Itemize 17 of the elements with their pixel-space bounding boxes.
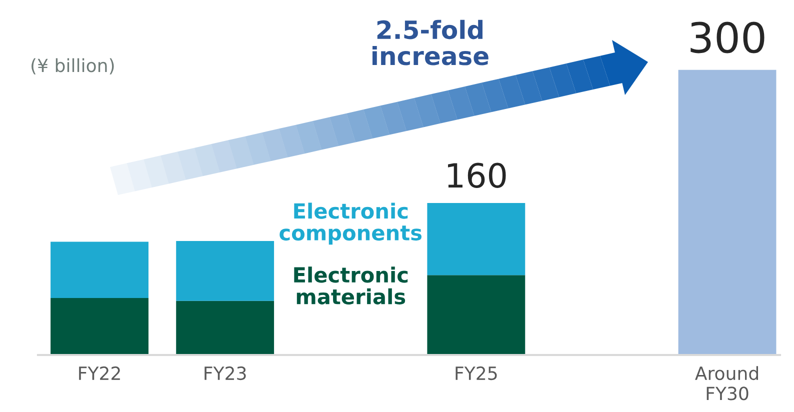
annotation: 300 xyxy=(690,22,764,54)
x-tick-label: Around FY30 xyxy=(695,366,758,400)
bar xyxy=(50,242,148,298)
series-label: Electronic materials xyxy=(294,266,408,304)
bar xyxy=(427,275,526,355)
y-axis-title: (¥ billion) xyxy=(32,58,114,74)
x-tick-label: FY22 xyxy=(79,366,120,380)
text: 2.5-fold increase xyxy=(372,20,488,66)
x-tick-label: FY25 xyxy=(456,366,497,380)
x-tick-label: FY23 xyxy=(204,366,246,380)
series-label: Electronic components xyxy=(280,202,422,245)
bar xyxy=(50,298,148,355)
bar xyxy=(176,300,274,355)
bar xyxy=(678,70,776,355)
annotation: 160 xyxy=(448,162,506,188)
bar xyxy=(176,240,274,301)
bar xyxy=(427,203,526,276)
